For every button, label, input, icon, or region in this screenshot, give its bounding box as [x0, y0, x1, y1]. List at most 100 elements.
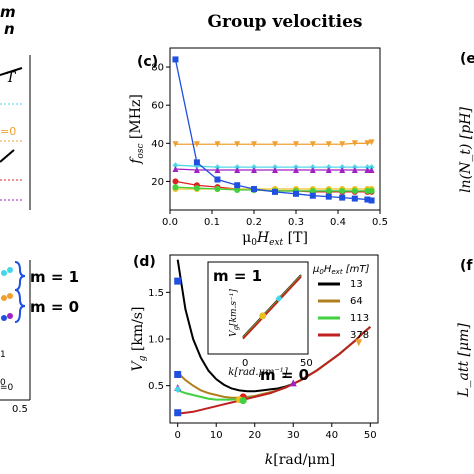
panel-c-point [368, 197, 375, 204]
panel-label-d: (d) [133, 254, 156, 270]
panel-c-point [309, 187, 316, 194]
panel-c-point [172, 178, 179, 185]
panel-c-point [272, 141, 278, 148]
left-label-eq0: =0 [0, 125, 16, 138]
panel-c-point [364, 140, 371, 147]
panel-c-point [325, 141, 332, 148]
panel-c-point [325, 193, 332, 200]
panel-c-point [309, 141, 316, 148]
right-cropped-panel: (e (f ln(N_t) [pH] L_att [μm] [456, 51, 474, 398]
panel-c-point [172, 166, 179, 173]
panel-c-frame [169, 47, 381, 211]
left-dot-3 [1, 295, 7, 301]
panel-d-xtick-label: 40 [325, 430, 338, 441]
left-dot-1 [1, 270, 7, 276]
panel-c-point [172, 141, 179, 148]
panel-c-point [309, 166, 316, 173]
panel-d-annotation-m0: m = 0 [260, 366, 309, 384]
panel-d-ytick-label: 1.5 [148, 288, 164, 299]
inset-tick-0: 0 [242, 358, 248, 369]
brace-upper [14, 261, 26, 291]
inset-point [275, 295, 283, 303]
panel-d-xtick-label: 30 [287, 430, 300, 441]
panel-c-point [193, 141, 200, 148]
panel-c-point [364, 166, 371, 173]
panel-c-point [339, 187, 346, 194]
left-annotation-m0: m = 0 [30, 298, 79, 316]
panel-d-point [174, 370, 182, 378]
panel-d-xtick-label: 50 [364, 430, 377, 441]
panel-c-xlabel: μ0Hext [T] [242, 230, 308, 248]
left-line-1 [0, 67, 23, 76]
figure-title: Group velocities [208, 12, 363, 32]
legend-label: 64 [350, 296, 363, 307]
panel-c-point [251, 186, 257, 193]
panel-c-point [172, 162, 179, 169]
panel-c-point [234, 182, 241, 189]
right-ylabel-top: ln(N_t) [pH] [458, 107, 474, 193]
panel-d-point [355, 339, 363, 347]
panel-d-xtick-label: 10 [210, 430, 223, 441]
panel-c-point [214, 186, 221, 193]
panel-c-ytick-label: 80 [151, 63, 164, 74]
legend-title: μ0Hext [mT] [312, 264, 370, 276]
panel-c-series-line [174, 59, 372, 202]
panel-label-e: (e [460, 51, 474, 67]
panel-c-point [339, 166, 346, 173]
panel-c-xtick-label: 0.1 [204, 217, 220, 228]
panel-d-point [174, 409, 182, 417]
panel-c-point [234, 186, 241, 193]
panel-c-ytick-label: 40 [151, 139, 164, 150]
left-dot-6 [7, 313, 13, 319]
panel-c-ytick-label: 60 [151, 101, 164, 112]
brace-lower [14, 289, 26, 323]
panel-c-point [368, 139, 375, 146]
panel-c-point [293, 141, 299, 148]
panel-c-point [351, 166, 358, 173]
left-small-label-2: 1 [0, 350, 6, 360]
left-line-2 [0, 149, 15, 163]
panel-d-ytick-label: 1.0 [148, 335, 164, 346]
panel-c-point [325, 166, 332, 173]
left-fragment-m: m [0, 3, 16, 21]
panel-c-point [351, 140, 358, 147]
left-frag-T: T [6, 70, 17, 86]
left-cropped-panel: m n T =0 m = 1 m = 0 0 1 =0 0.5 [0, 3, 79, 415]
panel-c-xtick-label: 0.5 [372, 217, 388, 228]
panel-d-xtick-label: 20 [248, 430, 261, 441]
panel-c-point [234, 166, 241, 173]
left-dot-4 [7, 293, 13, 299]
panel-c-point [214, 141, 221, 148]
panel-c-point [172, 56, 179, 63]
panel-c-xtick-label: 0.0 [162, 217, 178, 228]
inset-annotation-m1: m = 1 [213, 267, 262, 285]
panel-c-point [364, 187, 371, 194]
panel-d-xtick-label: 0 [175, 430, 181, 441]
panel-c-point [172, 184, 179, 191]
panel-c-point [339, 141, 346, 148]
panel-c-point [368, 166, 375, 173]
panel-c-xtick-label: 0.4 [330, 217, 346, 228]
panel-c-point [368, 187, 375, 194]
legend-label: 13 [350, 279, 363, 290]
panel-d-xlabel: k[rad/μm] [265, 452, 336, 468]
panel-c-ylabel: fosc [MHz] [128, 94, 146, 165]
panel-c-point [251, 141, 257, 148]
panel-c-point [309, 192, 316, 199]
panel-c-point [293, 190, 299, 197]
panel-c-point [339, 194, 346, 201]
left-small-label-1: 0 [0, 378, 6, 388]
panel-c-point [351, 195, 358, 202]
inset-xlabel: k[rad.μm⁻¹] [228, 367, 288, 378]
panel-d-point [289, 379, 297, 387]
panel-d-point [174, 277, 182, 285]
panel-label-c: (c) [137, 54, 158, 70]
legend: μ0Hext [mT] 13 64 113 378 [312, 264, 370, 341]
panel-c-point [193, 185, 200, 192]
panel-c-point [272, 188, 278, 195]
panel-c-xtick-label: 0.3 [288, 217, 304, 228]
panel-c-point [234, 141, 241, 148]
left-dot-5 [1, 315, 7, 321]
panel-c-point [293, 166, 299, 173]
panel-c-xtick-label: 0.2 [246, 217, 262, 228]
